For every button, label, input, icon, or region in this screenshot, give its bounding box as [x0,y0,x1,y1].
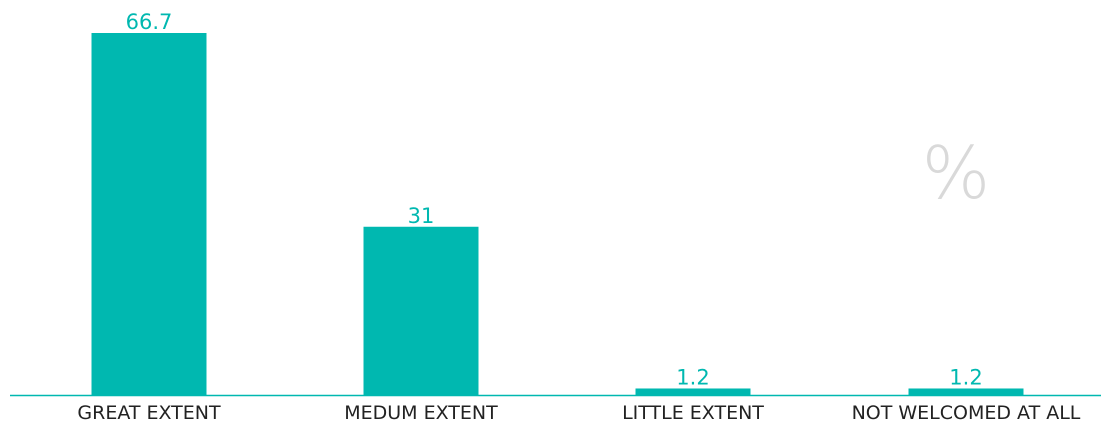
bar-3 [635,388,751,395]
value-labels-group: 66.7 31 1.2 1.2 [126,10,983,389]
category-label-2: MEDUM EXTENT [344,402,498,422]
category-label-4: NOT WELCOMED AT ALL [852,402,1081,422]
value-label-1: 66.7 [126,10,173,34]
value-label-4: 1.2 [949,365,982,389]
category-label-1: GREAT EXTENT [77,402,221,422]
value-label-2: 31 [408,204,435,228]
bar-1 [91,33,207,395]
bar-2 [363,226,479,395]
category-labels-group: GREAT EXTENT MEDUM EXTENT LITTLE EXTENT NOT… [77,402,1080,422]
category-label-3: LITTLE EXTENT [622,402,764,422]
bars-group [91,33,1024,395]
bar-4 [908,388,1024,395]
value-label-3: 1.2 [676,365,709,389]
unit-label: % [922,131,990,215]
